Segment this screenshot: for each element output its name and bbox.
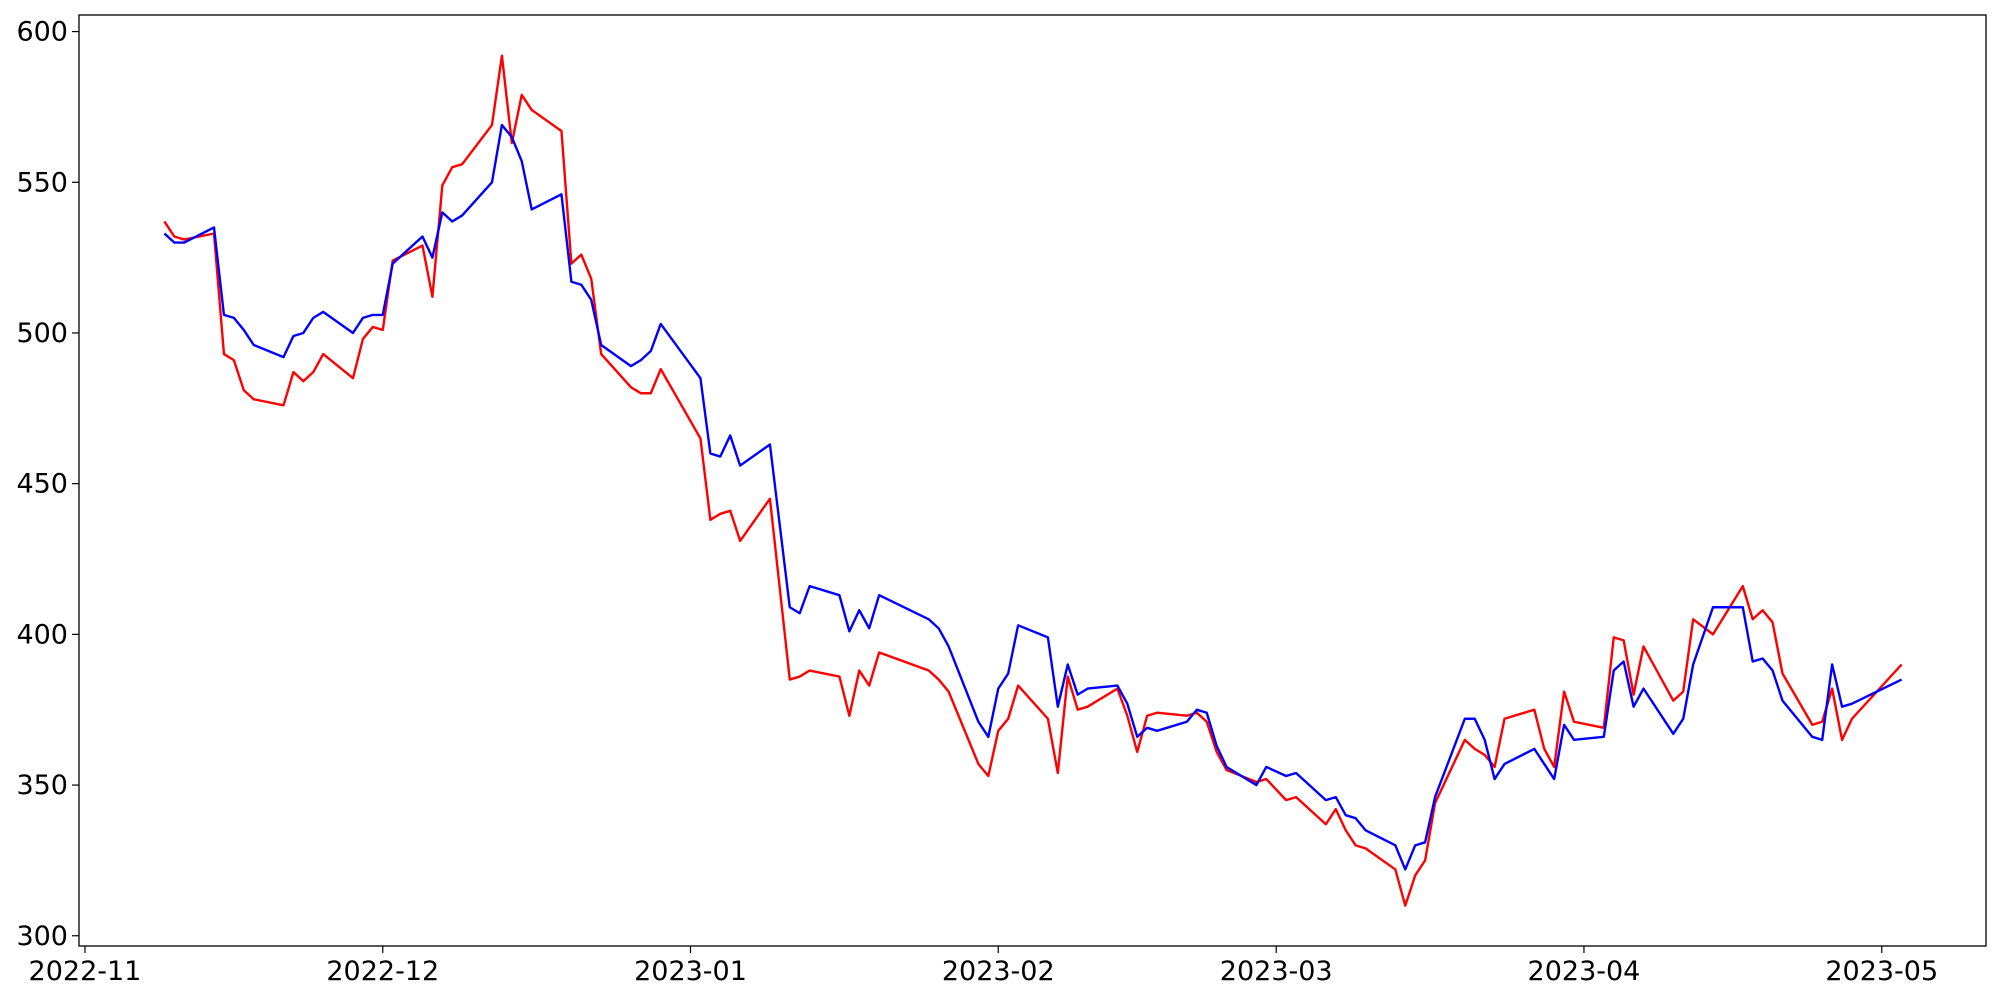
- x-tick-label: 2022-12: [326, 956, 439, 987]
- y-tick-label: 500: [16, 318, 68, 349]
- y-tick-label: 400: [16, 619, 68, 650]
- y-tick-label: 600: [16, 17, 68, 48]
- x-tick-label: 2023-04: [1528, 956, 1641, 987]
- x-tick-label: 2023-05: [1825, 956, 1938, 987]
- line-series: [163, 123, 1903, 871]
- x-tick-label: 2023-02: [942, 956, 1055, 987]
- y-tick-label: 550: [16, 167, 68, 198]
- y-tick-label: 300: [16, 921, 68, 952]
- x-tick-label: 2023-03: [1220, 956, 1333, 987]
- x-tick-label: 2023-01: [634, 956, 747, 987]
- y-tick-label: 350: [16, 770, 68, 801]
- line-series: [163, 54, 1903, 907]
- axes-frame: [78, 14, 1987, 947]
- y-tick-label: 450: [16, 469, 68, 500]
- x-tick-label: 2022-11: [29, 956, 142, 987]
